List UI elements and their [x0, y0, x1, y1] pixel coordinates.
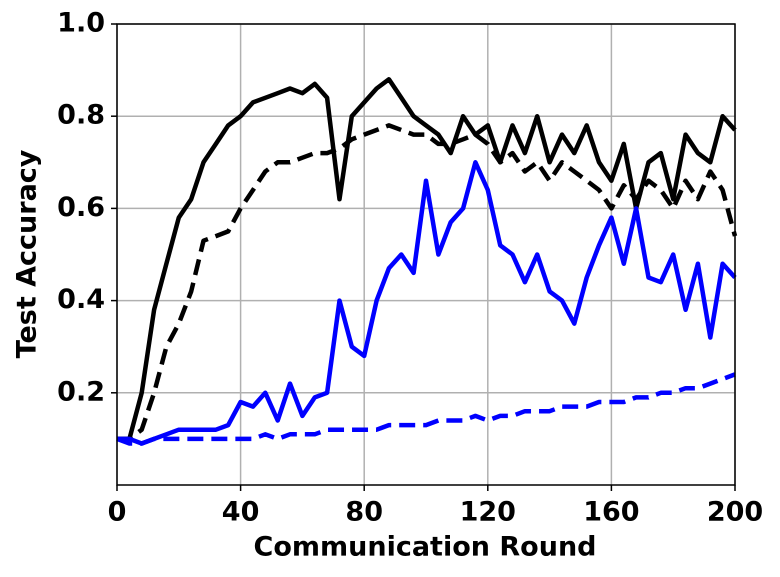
series-line [116, 372, 736, 446]
series-line [117, 123, 738, 442]
y-tick-label: 0.4 [57, 284, 105, 315]
x-tick-label: 0 [108, 497, 127, 528]
plot-frame [116, 23, 736, 486]
x-tick-label: 160 [583, 497, 639, 528]
x-axis-label: Communication Round [254, 532, 597, 563]
x-tick-label: 80 [345, 497, 383, 528]
x-tick-label: 40 [222, 497, 260, 528]
x-tick-label: 120 [460, 497, 516, 528]
y-axis-label: Test Accuracy [12, 149, 43, 358]
y-tick-label: 0.2 [57, 376, 105, 407]
y-tick-label: 0.6 [57, 192, 105, 223]
x-tick-label: 200 [707, 497, 763, 528]
y-tick-label: 0.8 [57, 100, 105, 131]
series-line [117, 77, 737, 442]
series-line [117, 160, 737, 446]
y-tick-label: 1.0 [57, 8, 105, 39]
